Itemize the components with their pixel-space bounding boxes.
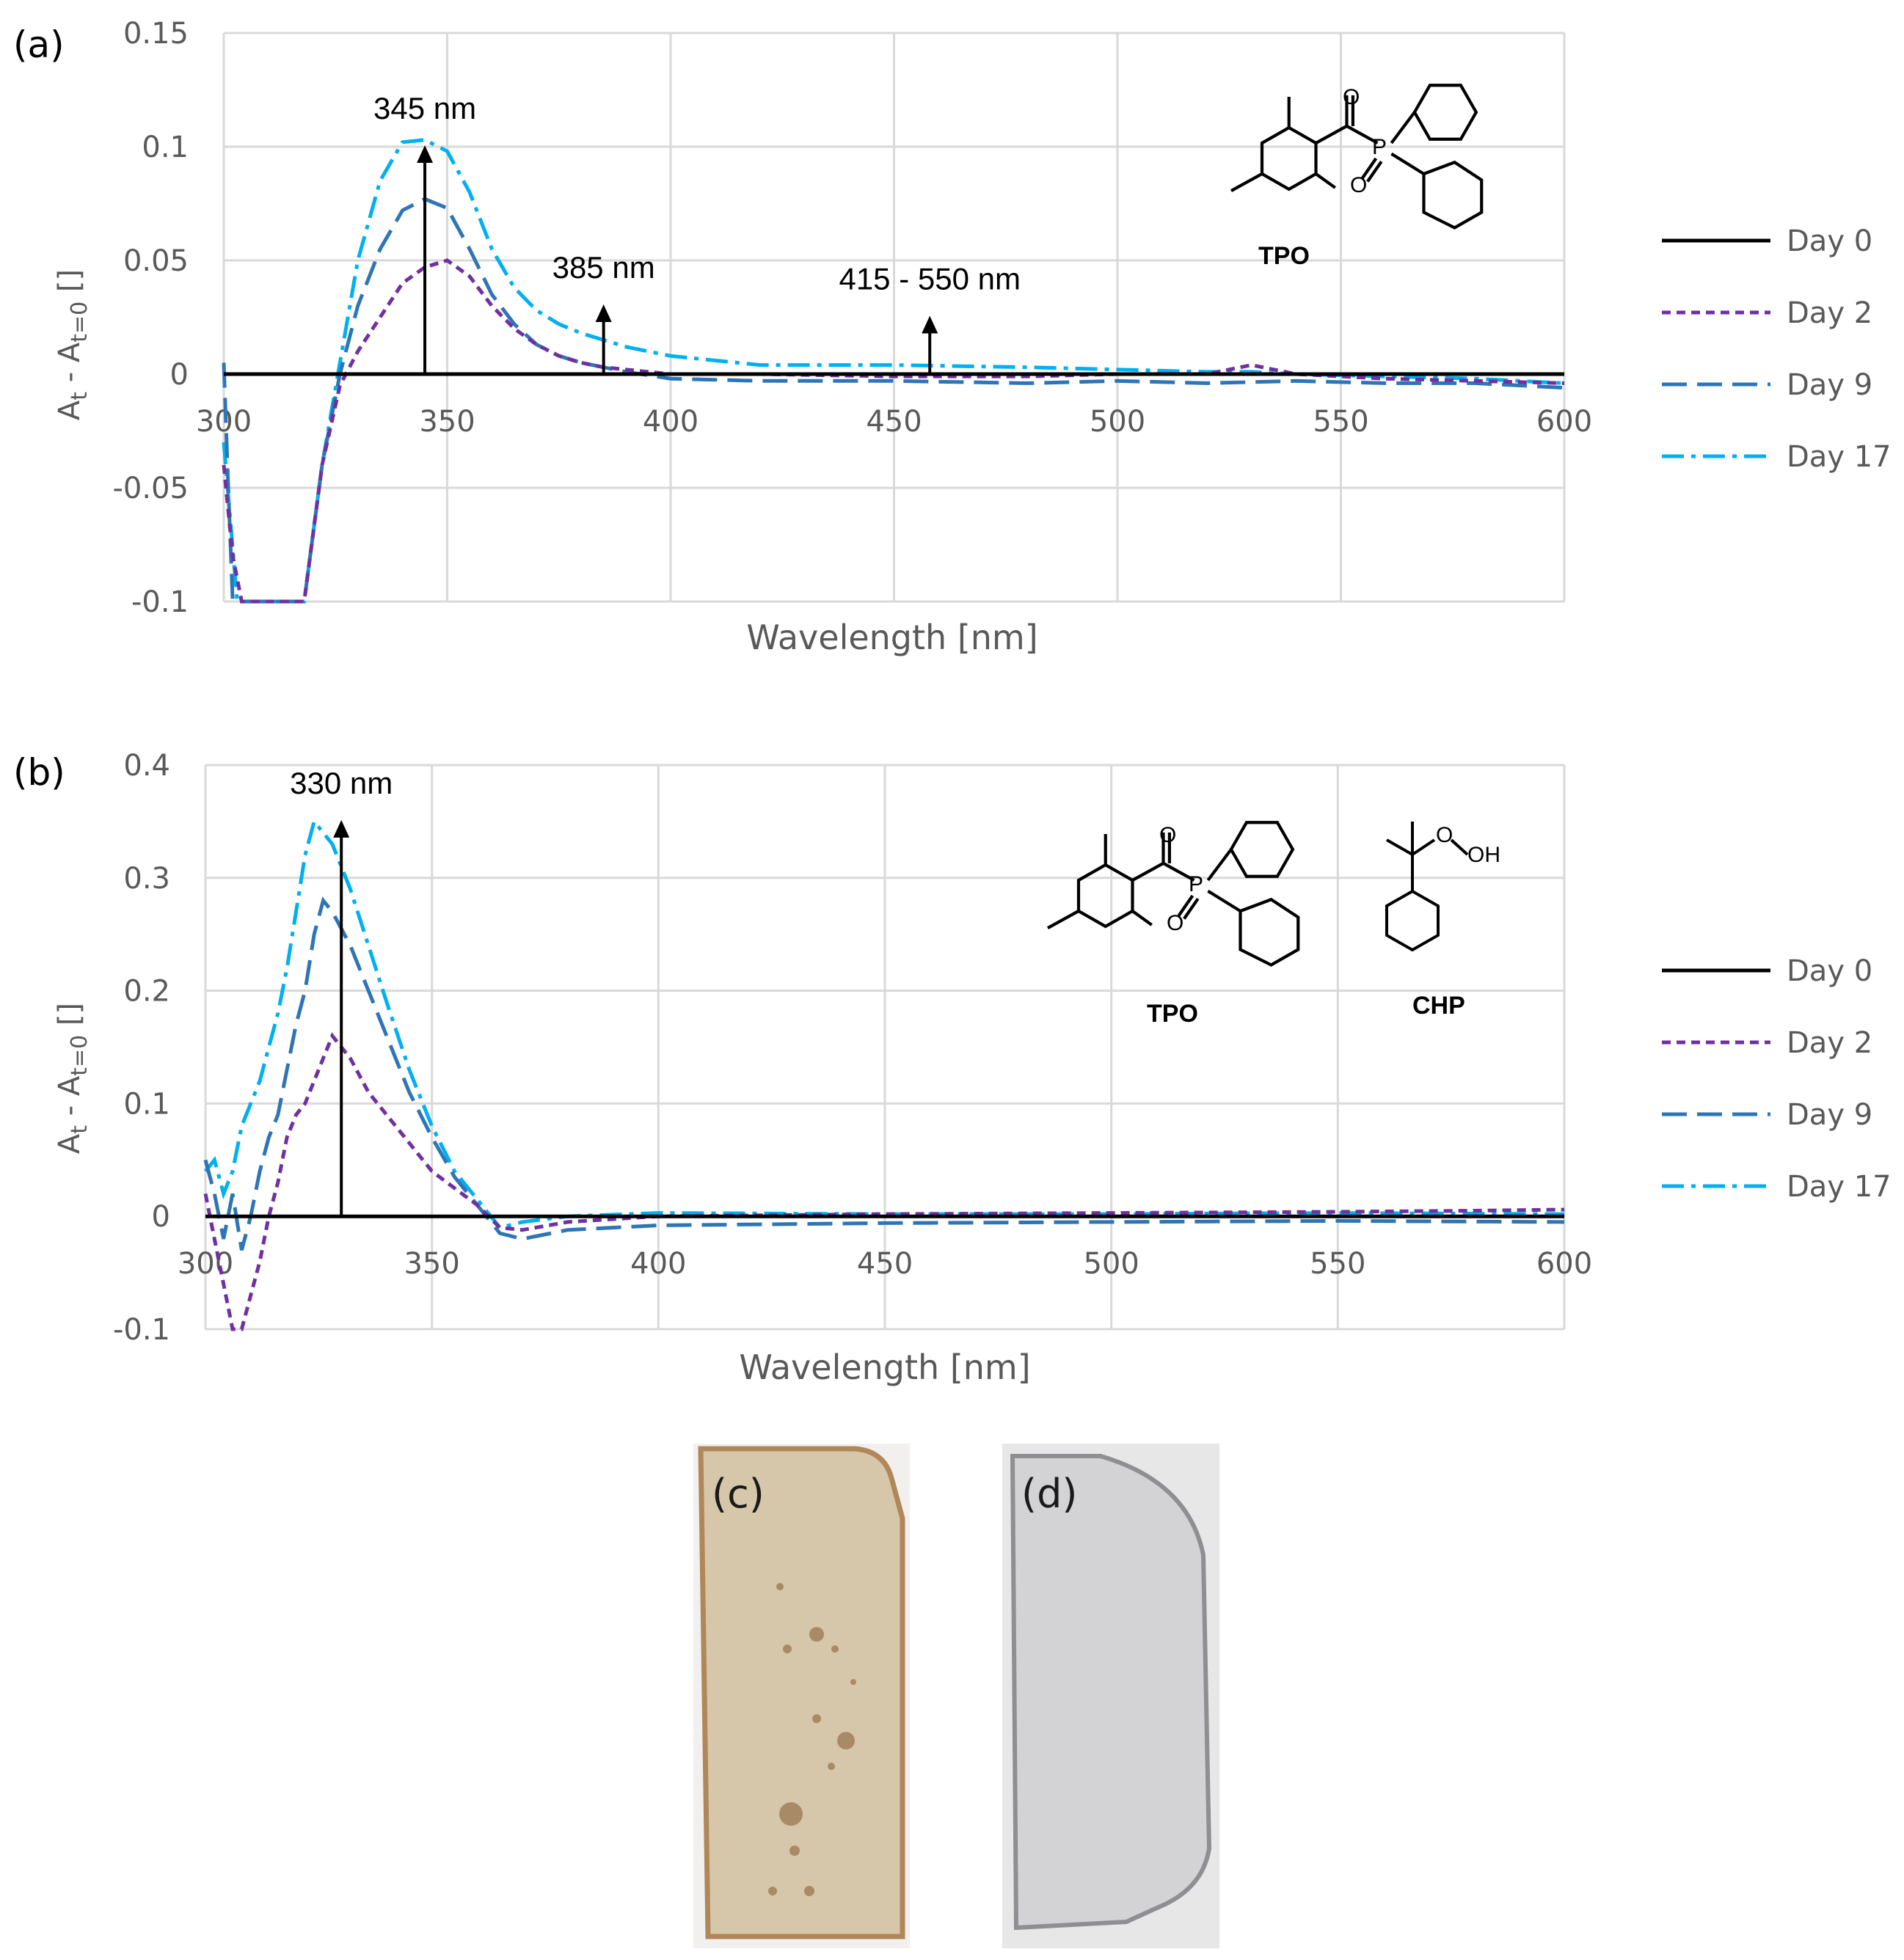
y-axis-title-a-base: A bbox=[53, 400, 87, 420]
legend-label: Day 0 bbox=[1787, 954, 1872, 988]
phenyl-ring-b2 bbox=[1239, 897, 1300, 967]
series-line-day-17 bbox=[204, 817, 1565, 1230]
x-tick-label: 500 bbox=[1090, 405, 1145, 439]
chart-panel-a: (a) 0.150.10.050-0.05-0.1 300 350 400 450 50… bbox=[13, 17, 1892, 657]
y-axis-title-a-tail: [] bbox=[53, 269, 87, 301]
photo-c-sample bbox=[698, 1446, 905, 1939]
y-tick-label: 0.4 bbox=[123, 749, 170, 783]
y-axis-title-a-mid: - A bbox=[53, 342, 87, 392]
mesityl-ring-a bbox=[1260, 125, 1318, 191]
annotation-arrowhead bbox=[333, 819, 350, 838]
tpo-label-a: TPO bbox=[1258, 242, 1310, 270]
y-tick-label: 0 bbox=[170, 358, 189, 392]
x-axis-title-b: Wavelength [nm] bbox=[739, 1348, 1030, 1387]
y-axis-title-b-sub2: t=0 bbox=[67, 1035, 92, 1076]
annotation-label: 345 nm bbox=[373, 91, 476, 125]
annotation-label: 385 nm bbox=[552, 250, 655, 285]
legend-label: Day 2 bbox=[1787, 296, 1872, 330]
annotation-arrowhead bbox=[417, 145, 434, 163]
legend-label: Day 9 bbox=[1787, 368, 1872, 402]
panel-label-b: (b) bbox=[13, 751, 65, 794]
x-tick-label: 450 bbox=[866, 405, 922, 439]
y-tick-label: 0.1 bbox=[142, 131, 189, 164]
x-axis-title-a: Wavelength [nm] bbox=[746, 618, 1037, 657]
x-tick-label: 350 bbox=[419, 405, 475, 439]
photo-c-label: (c) bbox=[712, 1471, 765, 1517]
y-tick-label: 0.15 bbox=[123, 17, 189, 51]
x-tick-labels-b: 300 350 400 450 500 550 600 bbox=[178, 1247, 1592, 1281]
legend-label: Day 17 bbox=[1787, 1170, 1892, 1204]
tpo-atom-O-a1: O bbox=[1343, 85, 1360, 109]
legend-label: Day 17 bbox=[1787, 440, 1892, 474]
chp-label: CHP bbox=[1412, 992, 1465, 1020]
y-axis-title-a-sub1: t bbox=[67, 392, 92, 401]
y-tick-labels-a: 0.15 0.1 0.05 0 -0.05 -0.1 bbox=[113, 17, 189, 619]
x-tick-label: 550 bbox=[1310, 1247, 1365, 1281]
tpo-structure-a bbox=[1230, 84, 1484, 230]
mesityl-ring-b bbox=[1076, 863, 1134, 929]
x-tick-labels-a: 300 350 400 450 500 550 600 bbox=[196, 405, 1592, 439]
legend-label: Day 9 bbox=[1787, 1098, 1872, 1132]
tpo-atom-O-b2: O bbox=[1167, 911, 1183, 935]
y-tick-label: -0.1 bbox=[113, 1313, 170, 1347]
legend-label: Day 0 bbox=[1787, 224, 1872, 258]
tpo-atom-P-a: P bbox=[1372, 135, 1387, 159]
chart-panel-b: (b) 0.4 0.3 0.2 0.1 0 -0.1 300 350 400 450 500 550… bbox=[13, 749, 1892, 1387]
x-tick-label: 600 bbox=[1536, 405, 1592, 439]
annotation-label: 415 - 550 nm bbox=[839, 262, 1021, 296]
annotations-b: 330 nm bbox=[290, 766, 393, 1217]
photo-c-bubbles bbox=[768, 1583, 856, 1896]
gridlines-b bbox=[204, 764, 1566, 1331]
y-axis-title-a-sub2: t=0 bbox=[67, 301, 92, 343]
annotation-arrowhead bbox=[922, 315, 938, 334]
legend-label: Day 2 bbox=[1787, 1026, 1872, 1060]
y-axis-title-a: At - At=0 [] bbox=[53, 269, 92, 420]
series-group-a bbox=[222, 138, 1565, 604]
y-axis-title-b-sub1: t bbox=[67, 1125, 92, 1134]
photo-d: (d) bbox=[1002, 1444, 1219, 1948]
x-tick-label: 500 bbox=[1083, 1247, 1139, 1281]
y-tick-labels-b: 0.4 0.3 0.2 0.1 0 -0.1 bbox=[113, 749, 170, 1347]
photo-d-label: (d) bbox=[1021, 1471, 1077, 1517]
annotation-arrowhead bbox=[595, 304, 612, 322]
y-axis-title-b: At - At=0 [] bbox=[53, 1003, 92, 1154]
x-tick-label: 400 bbox=[630, 1247, 686, 1281]
phenyl-ring-a2 bbox=[1422, 160, 1484, 230]
x-tick-label: 400 bbox=[643, 405, 699, 439]
chp-ring bbox=[1385, 889, 1440, 952]
tpo-atom-P-b: P bbox=[1189, 872, 1203, 896]
tpo-label-b: TPO bbox=[1147, 1000, 1198, 1028]
y-axis-title-b-base: A bbox=[53, 1133, 87, 1154]
panel-label-a: (a) bbox=[13, 23, 65, 66]
chp-structure bbox=[1385, 822, 1469, 952]
annotation-label: 330 nm bbox=[290, 766, 393, 800]
y-tick-label: -0.05 bbox=[113, 472, 189, 505]
x-tick-label: 450 bbox=[857, 1247, 913, 1281]
phenyl-ring-b1 bbox=[1229, 821, 1295, 878]
y-axis-title-b-mid: - A bbox=[53, 1075, 87, 1125]
y-axis-title-b-tail: [] bbox=[53, 1003, 87, 1035]
x-tick-label: 300 bbox=[178, 1247, 233, 1281]
tpo-structure-b bbox=[1046, 821, 1300, 967]
annotations-a: 345 nm 385 nm 415 - 550 nm bbox=[373, 91, 1021, 374]
phenyl-ring-a1 bbox=[1412, 84, 1478, 141]
y-tick-label: -0.1 bbox=[131, 585, 189, 619]
y-tick-label: 0.3 bbox=[123, 862, 170, 896]
y-tick-label: 0.05 bbox=[123, 244, 189, 278]
tpo-atom-O-a2: O bbox=[1350, 173, 1367, 197]
legend-a: Day 0 Day 2 Day 9 Day 17 bbox=[1662, 224, 1892, 474]
x-tick-label: 550 bbox=[1313, 405, 1368, 439]
x-tick-label: 350 bbox=[404, 1247, 459, 1281]
y-tick-label: 0.1 bbox=[123, 1087, 170, 1121]
y-tick-label: 0.2 bbox=[123, 975, 170, 1009]
chp-atom-O: O bbox=[1436, 823, 1453, 847]
photo-d-sample bbox=[1010, 1454, 1212, 1931]
photo-c: (c) bbox=[693, 1444, 910, 1948]
chp-atom-OH: OH bbox=[1467, 843, 1500, 867]
x-tick-label: 600 bbox=[1536, 1247, 1592, 1281]
legend-b: Day 0 Day 2 Day 9 Day 17 bbox=[1662, 954, 1892, 1204]
tpo-atom-O-b1: O bbox=[1159, 823, 1176, 847]
y-tick-label: 0 bbox=[152, 1200, 170, 1234]
